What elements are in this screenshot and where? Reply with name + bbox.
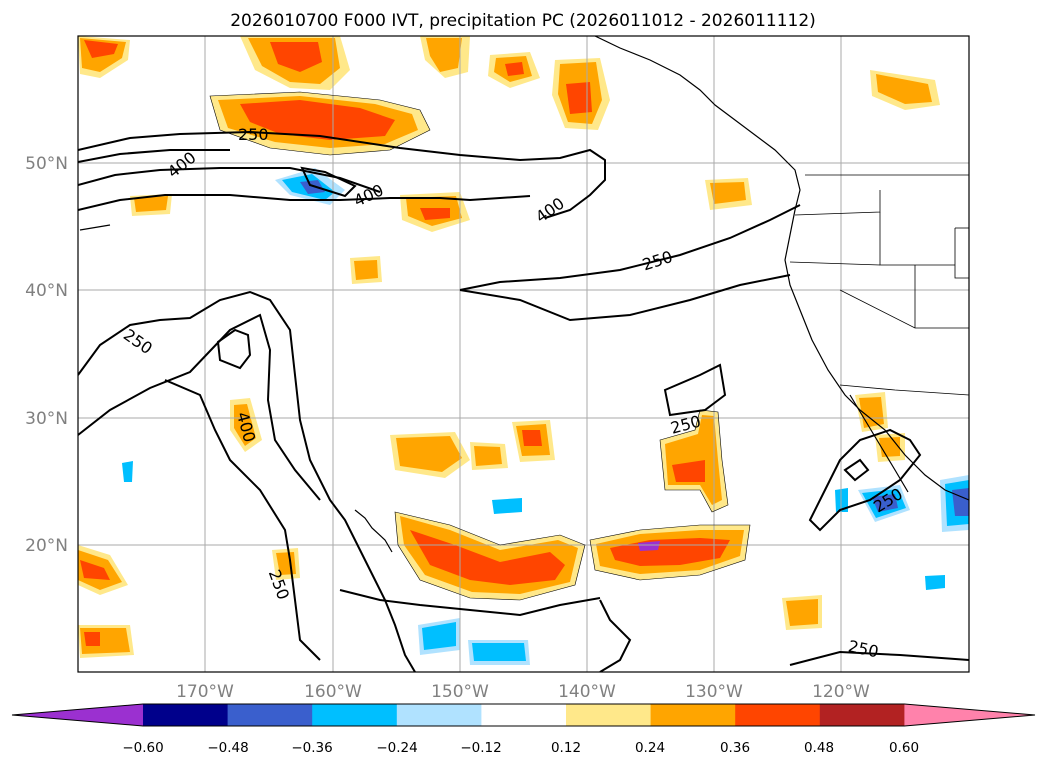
colorbar-segment [143, 704, 229, 726]
precip-blob [472, 643, 526, 661]
precip-blob [710, 182, 746, 204]
colorbar-segment [396, 704, 482, 726]
precip-blob [354, 260, 378, 280]
precip-blob [134, 196, 168, 212]
map-area: 250 400 400 400 250 250 400 250 250 250 … [78, 36, 969, 672]
colorbar-tick-label: −0.12 [460, 740, 501, 756]
colorbar-ticks: −0.60 −0.48 −0.36 −0.24 −0.12 0.12 0.24 … [122, 740, 919, 756]
map-frame [77, 35, 970, 673]
precip-blob [396, 436, 462, 472]
precip-shading [78, 36, 969, 665]
colorbar-tick-label: 0.60 [889, 740, 919, 756]
precip-blob [84, 632, 100, 646]
lon-label: 120°W [812, 682, 870, 702]
precip-blob [420, 208, 450, 220]
lat-label: 50°N [25, 154, 68, 174]
colorbar-tick-label: 0.36 [720, 740, 750, 756]
precip-blob [80, 560, 110, 580]
colorbar-tick-label: −0.24 [376, 740, 417, 756]
precip-blob [410, 530, 565, 585]
precip-blob [505, 62, 524, 76]
lon-label: 130°W [685, 682, 743, 702]
ivt-contours [78, 130, 969, 672]
colorbar-tick-label: 0.48 [804, 740, 834, 756]
precip-blob [672, 460, 705, 482]
precip-blob [270, 42, 322, 72]
colorbar-segment [227, 704, 313, 726]
chart-title: 2026010700 F000 IVT, precipitation PC (2… [230, 11, 816, 31]
state-borders [789, 174, 969, 396]
precip-blob [422, 622, 456, 650]
colorbar-extend-low [12, 704, 143, 726]
precip-blob [952, 488, 969, 516]
latitude-labels: 50°N 40°N 30°N 20°N [25, 154, 68, 556]
colorbar-tick-label: −0.60 [122, 740, 163, 756]
colorbar-segment [735, 704, 821, 726]
precip-blob [786, 599, 818, 626]
colorbar-tick-label: 0.24 [635, 740, 665, 756]
precip-blob [522, 430, 542, 446]
precip-blob [84, 40, 118, 58]
colorbar-segment [566, 704, 652, 726]
lon-label: 160°W [304, 682, 362, 702]
lat-label: 30°N [25, 409, 68, 429]
colorbar-segment [481, 704, 567, 726]
lon-label: 170°W [176, 682, 234, 702]
precip-blob [566, 82, 592, 114]
precip-blob [872, 494, 898, 512]
precip-blob [492, 498, 522, 514]
precip-blob [665, 415, 722, 505]
colorbar-extend-high [904, 704, 1035, 726]
lat-label: 40°N [25, 281, 68, 301]
colorbar [11, 703, 1036, 727]
precip-blob [240, 100, 395, 140]
precip-blob [234, 404, 256, 446]
lat-label: 20°N [25, 536, 68, 556]
precip-blob [474, 446, 502, 466]
precip-blob [300, 180, 325, 194]
longitude-labels: 170°W 160°W 150°W 140°W 130°W 120°W [176, 682, 870, 702]
precip-blob [638, 541, 660, 551]
colorbar-tick-label: −0.36 [291, 740, 332, 756]
precip-blob [426, 38, 462, 72]
precip-outlines [209, 91, 751, 601]
coastlines [79, 36, 969, 553]
map-gridlines [78, 36, 969, 672]
colorbar-segment [312, 704, 398, 726]
colorbar-segment [650, 704, 736, 726]
precip-blob [925, 575, 945, 590]
precip-blob [879, 437, 900, 457]
precip-blob [122, 461, 133, 482]
lon-label: 140°W [558, 682, 616, 702]
colorbar-segment [819, 704, 905, 726]
lon-label: 150°W [431, 682, 489, 702]
colorbar-outline [11, 703, 1036, 727]
colorbar-tick-label: −0.48 [207, 740, 248, 756]
precip-blob [876, 74, 932, 104]
contour-label: 250 [238, 125, 269, 144]
colorbar-tick-label: 0.12 [551, 740, 581, 756]
